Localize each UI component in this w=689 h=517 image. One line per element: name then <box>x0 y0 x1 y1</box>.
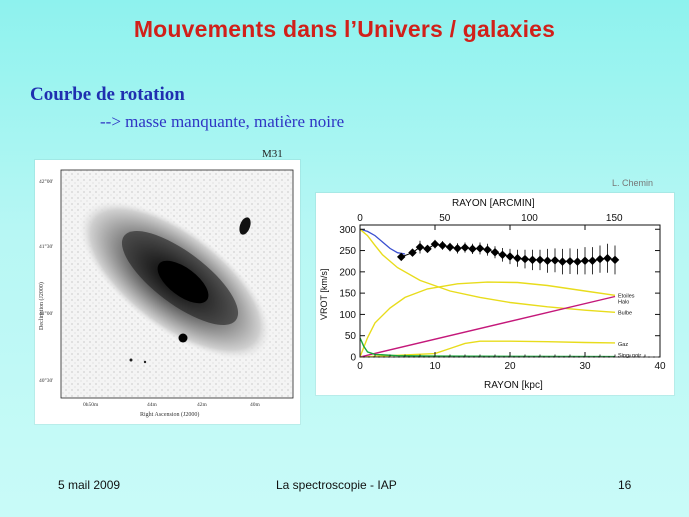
component-label: Bulbe <box>618 310 632 316</box>
footer-center: La spectroscopie - IAP <box>276 478 397 492</box>
x-tick-label: 30 <box>579 361 591 372</box>
observed-point <box>460 243 470 252</box>
observed-point <box>475 244 485 253</box>
y-tick-label: 300 <box>339 225 356 236</box>
top-tick-label: 150 <box>606 213 623 224</box>
top-tick-label: 100 <box>521 213 538 224</box>
companion-m32 <box>178 333 188 343</box>
top-tick-label: 0 <box>357 213 363 224</box>
observed-point <box>445 242 455 252</box>
component-label: Gaz <box>618 342 628 348</box>
slide-bullet: --> masse manquante, matière noire <box>100 112 345 131</box>
y-tick-label: 50 <box>345 331 357 342</box>
m31-y-label: Declination (J2000) <box>38 282 45 330</box>
m31-xtick: 42m <box>197 402 208 408</box>
rotation-curve-panel: 0 10 20 30 40 0 50 100 150 200 250 300 0 50 100 150 Etoi… <box>316 193 674 395</box>
chart-credit: L. Chemin <box>612 178 654 188</box>
series-line-0 <box>359 228 406 255</box>
observed-point <box>498 250 507 260</box>
observed-point <box>483 245 492 254</box>
observed-point <box>453 244 462 253</box>
x-tick-label: 0 <box>357 361 363 372</box>
m31-ytick: 41°30' <box>39 243 53 250</box>
m31-xtick: 0h50m <box>83 402 99 408</box>
m31-xtick: 40m <box>250 402 261 408</box>
observed-point <box>397 252 406 262</box>
series-line-3 <box>359 340 616 358</box>
m31-photo-panel: Declination (J2000) Right Ascension (J20… <box>35 160 300 424</box>
x-axis-label: RAYON [kpc] <box>484 380 543 391</box>
series-line-2 <box>359 281 616 358</box>
observed-point <box>490 248 500 257</box>
x-tick-label: 40 <box>654 361 666 372</box>
slide-subtitle: Courbe de rotation <box>30 84 185 105</box>
y-tick-label: 200 <box>339 267 356 278</box>
observed-point <box>423 244 432 254</box>
series-line-1 <box>359 228 616 313</box>
y-axis-label: VROT [km/s] <box>319 269 329 320</box>
y-tick-label: 250 <box>339 246 356 257</box>
top-tick-label: 50 <box>439 213 451 224</box>
m31-photo: Declination (J2000) Right Ascension (J20… <box>35 160 300 424</box>
component-label: Sing. noir <box>618 353 641 359</box>
observed-point <box>430 239 440 249</box>
x-tick-label: 20 <box>504 361 516 372</box>
footer-page-number: 16 <box>618 478 632 492</box>
component-label: Etoiles <box>618 293 635 299</box>
observed-point <box>573 257 582 266</box>
y-tick-label: 150 <box>339 289 356 300</box>
m31-ytick: 41°00' <box>39 310 53 317</box>
observed-point <box>438 241 447 250</box>
m31-label: M31 <box>262 148 283 160</box>
y-tick-label: 100 <box>339 310 356 321</box>
observed-point <box>408 248 417 257</box>
observed-point <box>415 242 425 252</box>
m31-x-label: Right Ascension (J2000) <box>140 411 199 418</box>
series-line-4 <box>359 295 616 358</box>
m31-ytick: 40°30' <box>39 377 53 384</box>
galaxy-core <box>157 260 209 304</box>
companion-galaxy <box>239 217 251 235</box>
m31-ytick: 42°00' <box>39 178 53 185</box>
observed-point <box>468 244 477 254</box>
component-label: Halo <box>618 300 629 306</box>
footer-date: 5 mail 2009 <box>58 478 121 492</box>
slide-title: Mouvements dans l’Univers / galaxies <box>133 16 556 42</box>
m31-xtick: 44m <box>147 402 158 408</box>
observed-point <box>558 257 567 266</box>
top-axis-label: RAYON [ARCMIN] <box>452 198 535 209</box>
x-tick-label: 10 <box>429 361 441 372</box>
y-tick-label: 0 <box>350 353 356 364</box>
